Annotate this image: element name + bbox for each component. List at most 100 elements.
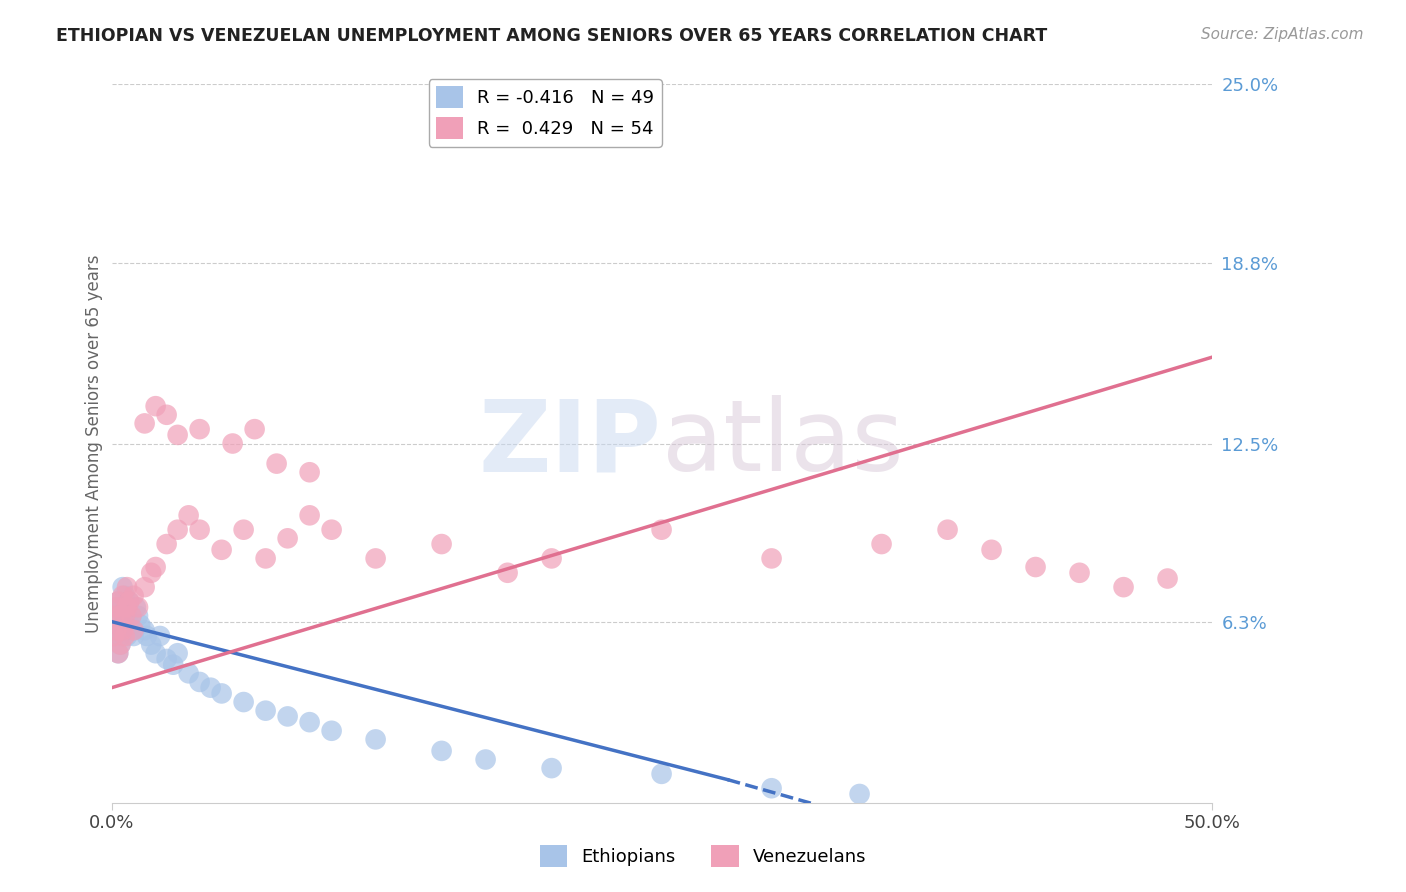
Point [111,624,134,638]
Point [254,704,277,718]
Point [188,422,211,436]
Point [980,542,1002,557]
Point [114,608,136,623]
Text: atlas: atlas [662,395,903,492]
Point [761,781,783,796]
Point [120,608,142,623]
Point [221,436,243,450]
Point [166,646,188,660]
Y-axis label: Unemployment Among Seniors over 65 years: Unemployment Among Seniors over 65 years [86,254,103,632]
Legend: R = -0.416   N = 49, R =  0.429   N = 54: R = -0.416 N = 49, R = 0.429 N = 54 [429,79,662,146]
Point [232,695,254,709]
Point [474,752,496,766]
Point [1025,560,1047,574]
Legend: Ethiopians, Venezuelans: Ethiopians, Venezuelans [533,838,873,874]
Point [211,686,233,700]
Point [122,589,145,603]
Point [188,523,211,537]
Point [232,523,254,537]
Point [110,615,132,629]
Point [115,580,138,594]
Point [107,617,129,632]
Point [110,638,132,652]
Point [103,629,125,643]
Point [145,399,167,413]
Point [145,646,167,660]
Point [298,715,321,730]
Point [103,608,125,623]
Point [1112,580,1135,594]
Point [298,465,321,479]
Point [115,600,138,615]
Point [200,681,222,695]
Point [149,629,172,643]
Point [105,600,128,615]
Point [122,624,145,638]
Point [122,624,145,638]
Point [111,589,134,603]
Point [111,580,134,594]
Point [364,551,387,566]
Point [115,608,138,623]
Point [761,551,783,566]
Point [135,629,157,643]
Point [105,624,128,638]
Point [177,508,200,523]
Point [114,629,136,643]
Point [115,629,138,643]
Point [141,566,163,580]
Point [111,600,134,615]
Point [321,723,343,738]
Point [364,732,387,747]
Point [162,657,184,672]
Point [540,551,562,566]
Point [298,508,321,523]
Text: ETHIOPIAN VS VENEZUELAN UNEMPLOYMENT AMONG SENIORS OVER 65 YEARS CORRELATION CHA: ETHIOPIAN VS VENEZUELAN UNEMPLOYMENT AMO… [56,27,1047,45]
Point [243,422,266,436]
Point [134,624,156,638]
Point [120,608,142,623]
Point [107,646,129,660]
Point [1069,566,1091,580]
Point [321,523,343,537]
Point [277,709,299,723]
Point [211,542,233,557]
Point [114,617,136,632]
Point [114,589,136,603]
Point [110,629,132,643]
Point [118,594,141,608]
Point [1156,572,1178,586]
Point [107,646,129,660]
Point [651,767,673,781]
Point [848,787,870,801]
Point [127,608,149,623]
Point [107,594,129,608]
Point [651,523,673,537]
Point [103,629,125,643]
Point [134,580,156,594]
Point [156,408,179,422]
Point [105,624,128,638]
Point [166,523,188,537]
Point [127,600,149,615]
Point [141,638,163,652]
Point [111,624,134,638]
Point [110,608,132,623]
Point [266,457,288,471]
Point [254,551,277,566]
Point [430,537,453,551]
Point [107,594,129,608]
Point [122,629,145,643]
Point [125,600,148,615]
Point [110,638,132,652]
Point [177,666,200,681]
Point [118,594,141,608]
Point [277,531,299,545]
Point [166,428,188,442]
Point [496,566,519,580]
Point [105,600,128,615]
Point [103,608,125,623]
Point [156,652,179,666]
Point [129,617,152,632]
Point [936,523,959,537]
